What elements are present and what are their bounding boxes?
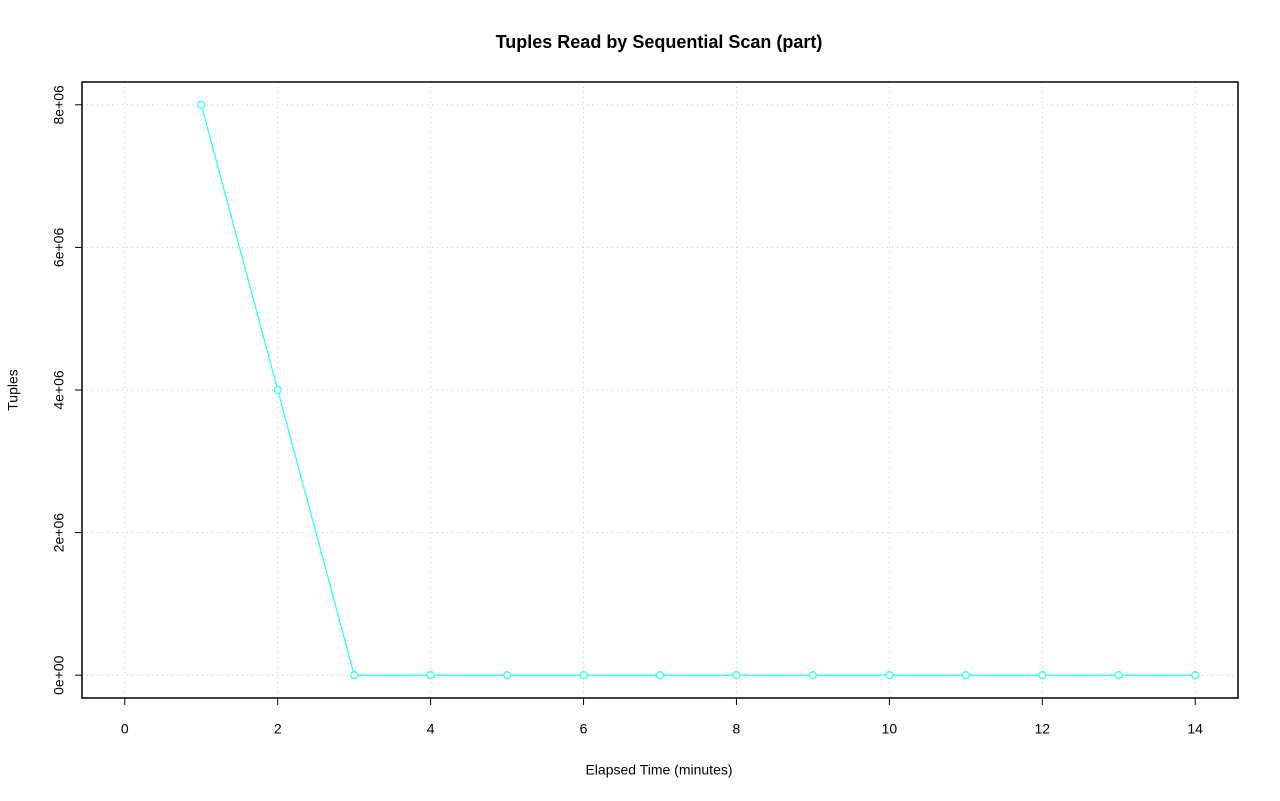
data-point: [350, 671, 359, 680]
data-point: [1191, 671, 1200, 680]
x-tick-label: 4: [427, 721, 435, 737]
x-tick-label: 14: [1187, 721, 1203, 737]
series-line: [200, 104, 1196, 676]
y-tick-label: 0e+00: [51, 655, 67, 695]
data-point: [502, 671, 512, 680]
data-point: [732, 671, 741, 680]
data-point: [273, 385, 282, 395]
plot-frame: [81, 81, 1239, 699]
x-tick-label: 10: [882, 721, 898, 737]
y-tick-label: 4e+06: [51, 370, 67, 410]
x-tick-label: 0: [121, 721, 129, 737]
chart-title: Tuples Read by Sequential Scan (part): [496, 32, 823, 52]
y-tick-label: 6e+06: [51, 228, 67, 268]
data-point: [579, 671, 588, 680]
x-tick-label: 8: [733, 721, 741, 737]
x-tick-label: 12: [1034, 721, 1050, 737]
data-point: [885, 671, 894, 680]
data-point: [655, 671, 665, 680]
data-point: [426, 671, 435, 680]
x-tick-label: 2: [274, 721, 282, 737]
y-axis-title: Tuples: [5, 369, 21, 411]
x-axis-title: Elapsed Time (minutes): [585, 762, 732, 778]
data-point: [1038, 671, 1047, 680]
data-point: [961, 671, 970, 680]
data-point: [1114, 671, 1123, 680]
data-point: [808, 671, 818, 680]
data-point: [197, 100, 206, 109]
x-tick-label: 6: [580, 721, 588, 737]
y-tick-label: 8e+06: [51, 85, 67, 125]
y-tick-label: 2e+06: [51, 513, 67, 553]
